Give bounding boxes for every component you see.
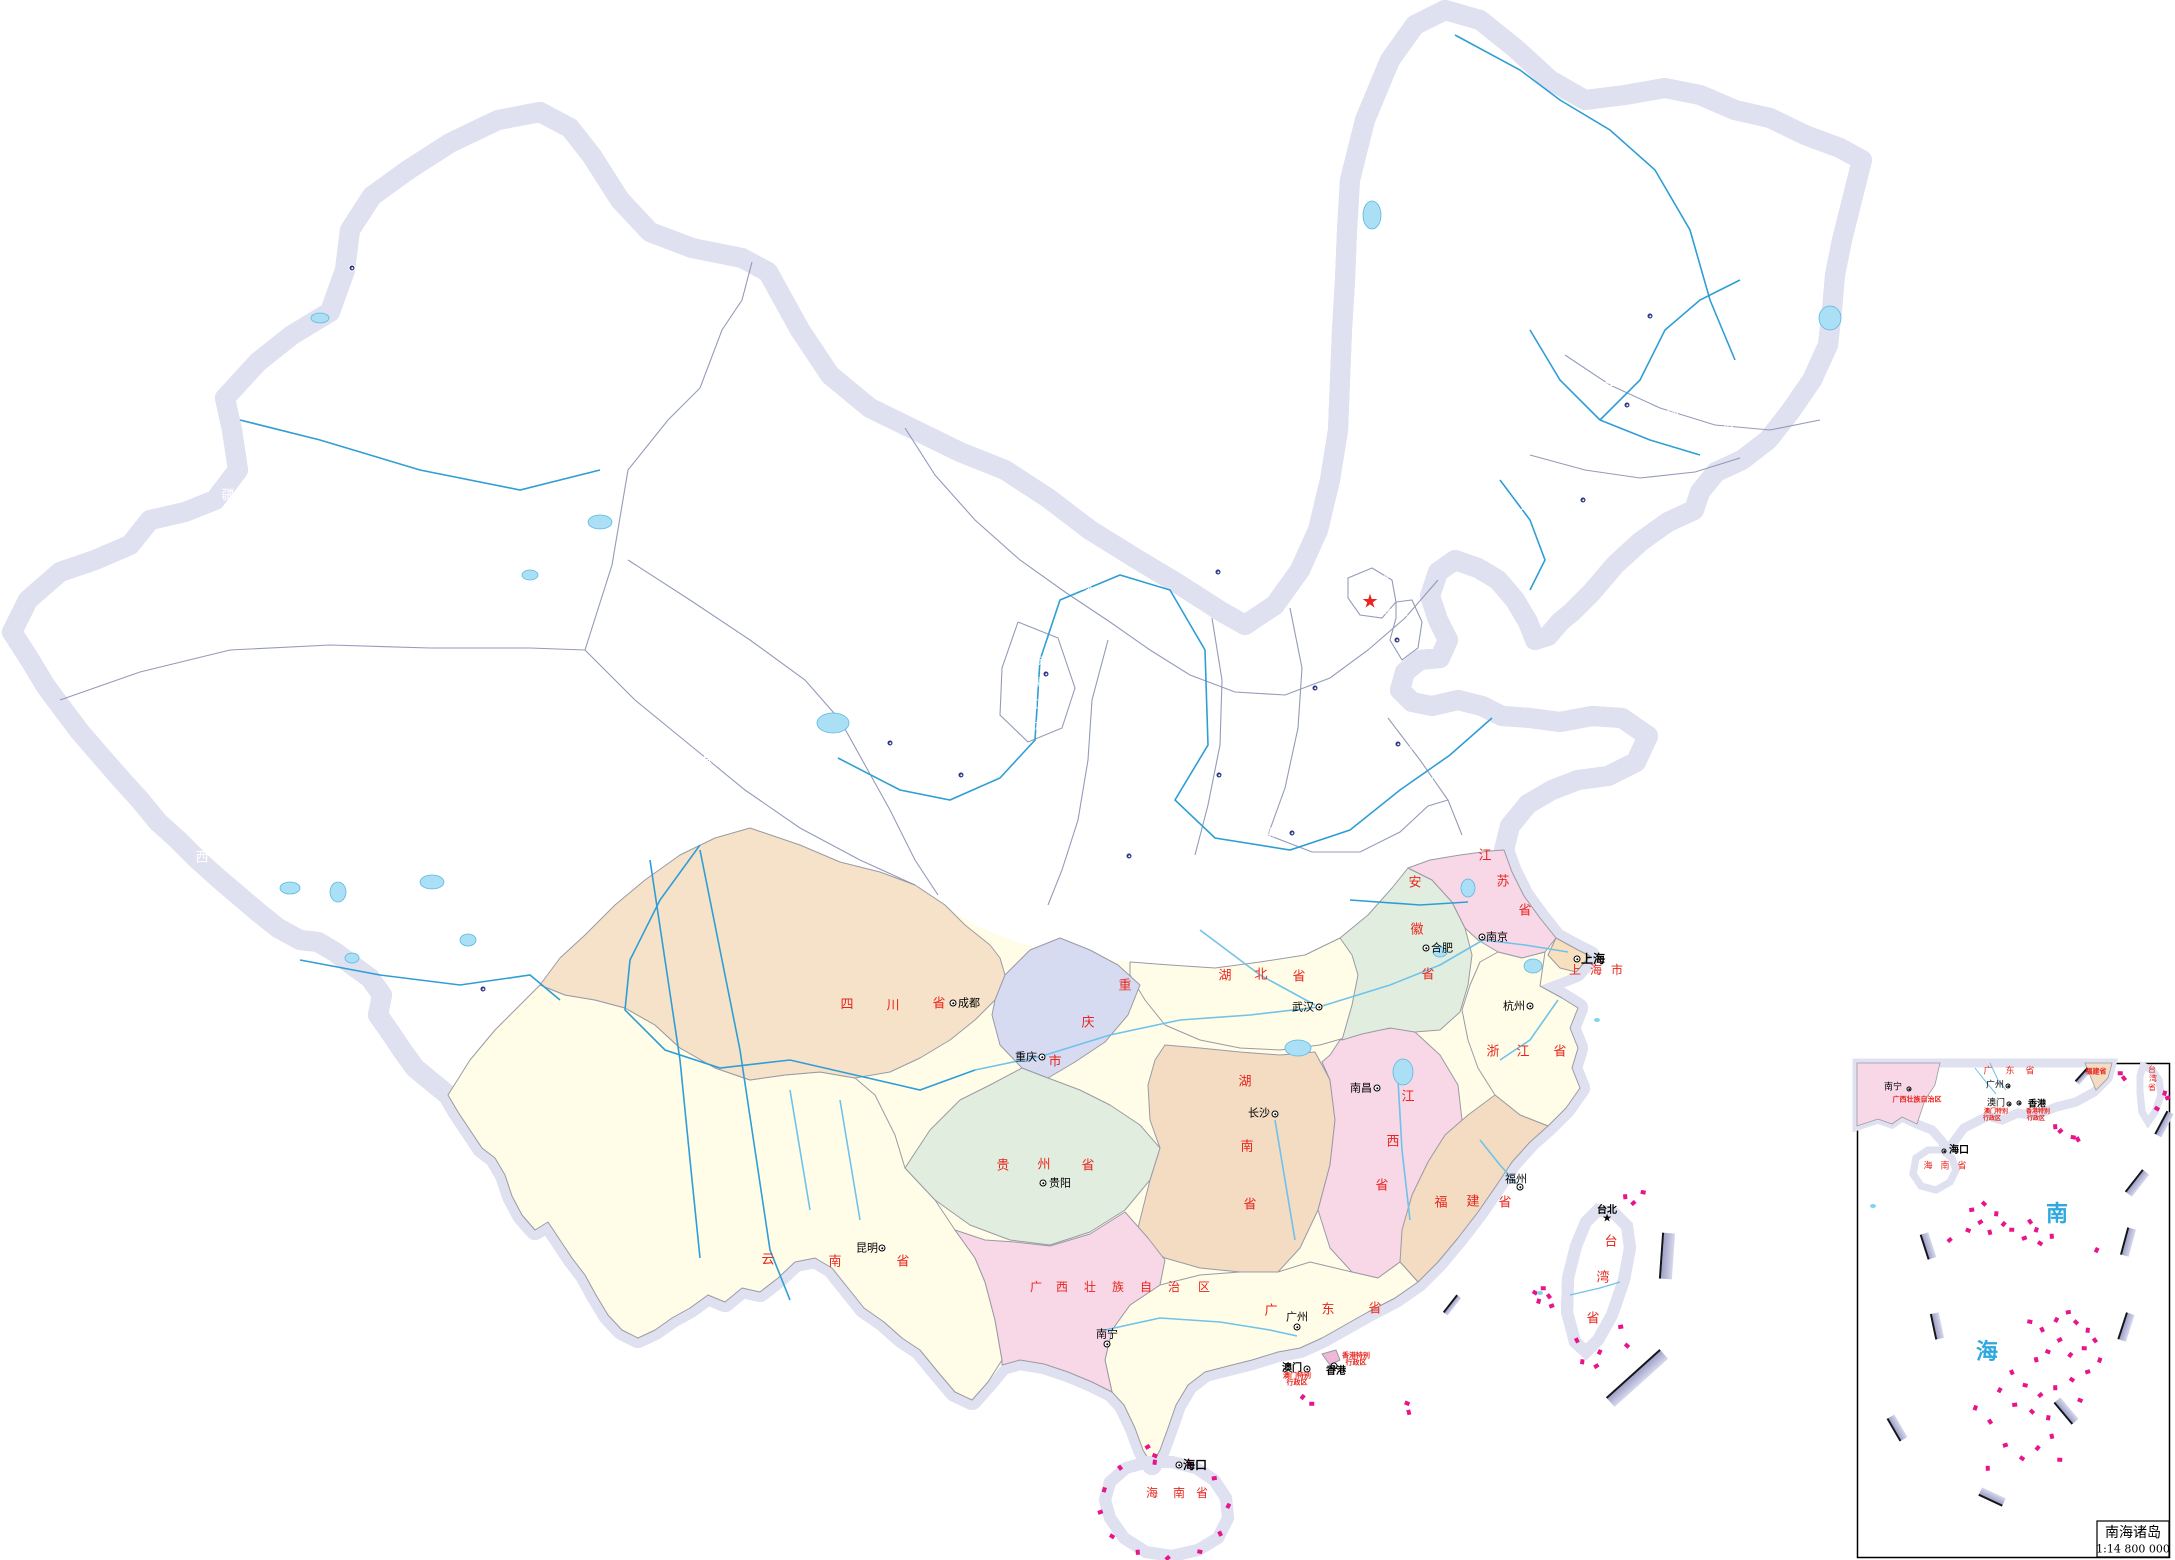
inset-pearl-river: [1974, 1062, 2007, 1095]
river-songhua: [1529, 279, 1741, 456]
province-guangxi: [954, 1211, 1166, 1393]
lake-tibet-2: [329, 881, 347, 903]
river-yunnan-2: [789, 1089, 811, 1211]
border-henan-hebei: [1267, 799, 1449, 853]
lake-hulun: [1362, 200, 1382, 230]
border-neimenggu-south: [904, 427, 1439, 696]
hainan-group: [1098, 1456, 1235, 1560]
border-heilongjiang-jilin: [1564, 354, 1821, 431]
border-shandong-west: [1387, 717, 1463, 836]
river-yarlung: [299, 959, 561, 1001]
border-shaanxi-west: [1047, 639, 1109, 906]
taiwan-river: [1569, 1281, 1621, 1296]
south-provinces: [447, 827, 1591, 1466]
lake-namtso: [419, 874, 445, 890]
lake-tibet-3: [459, 933, 477, 947]
rivers-north: [239, 34, 1741, 1301]
province-shanghai: [1547, 937, 1591, 973]
river-lancang: [699, 849, 791, 1301]
river-amur: [1454, 34, 1736, 361]
border-tibet-qinghai: [584, 649, 916, 886]
river-liao: [1499, 479, 1546, 591]
lakes: [279, 200, 1842, 1086]
border-beijing: [1347, 567, 1397, 619]
lake-qinghai: [816, 712, 850, 734]
border-jilin-liaoning: [1529, 454, 1741, 479]
lake-tibet-4: [344, 952, 360, 964]
inset-south-china-sea: [1852, 1058, 2171, 1559]
lake-dongting: [1284, 1039, 1312, 1057]
river-qiantang: [1499, 999, 1559, 1061]
province-zhejiang: [1461, 951, 1581, 1127]
river-nu: [649, 859, 701, 1259]
river-yellow: [837, 574, 1493, 851]
river-min: [1479, 1139, 1519, 1186]
lake-hongze: [1460, 878, 1476, 898]
inset-guangxi: [1856, 1062, 1941, 1127]
taiwan-group: [1560, 1203, 1637, 1361]
border-tianjin: [1389, 599, 1423, 661]
inset-scale-box: [2096, 1520, 2170, 1558]
river-tarim: [239, 419, 601, 491]
lake-poyang: [1392, 1058, 1414, 1086]
lake-sayram: [310, 312, 330, 324]
lake-taihu: [1523, 958, 1543, 974]
province-guizhou: [904, 1067, 1161, 1246]
lake-khanka: [1818, 305, 1842, 331]
border-shanxi-shaanxi: [1194, 617, 1223, 856]
north-borders: [59, 261, 1821, 906]
border-ningxia: [999, 621, 1076, 743]
province-chongqing: [991, 937, 1141, 1079]
border-xinjiang-east: [584, 261, 753, 651]
inset-frame: [1856, 1062, 2171, 1559]
inset-fujian: [2084, 1062, 2113, 1091]
river-gan: [1397, 1079, 1411, 1221]
border-xinjiang-south: [59, 644, 586, 701]
lake-xinjiang-s: [521, 569, 539, 581]
river-pearl: [1104, 1317, 1298, 1337]
river-han: [1199, 929, 1316, 1006]
region-hongkong: [1321, 1349, 1341, 1366]
lake-lop: [587, 514, 613, 530]
lake-tibet-1: [279, 881, 301, 895]
lake-chaohu: [1432, 946, 1448, 958]
river-yangtze-upper: [624, 844, 976, 1091]
river-huai: [1349, 899, 1469, 906]
river-yunnan-1: [839, 1099, 861, 1221]
border-hebei-shanxi: [1267, 607, 1303, 836]
river-xiang: [1274, 1119, 1296, 1241]
province-hunan: [1134, 1044, 1336, 1273]
